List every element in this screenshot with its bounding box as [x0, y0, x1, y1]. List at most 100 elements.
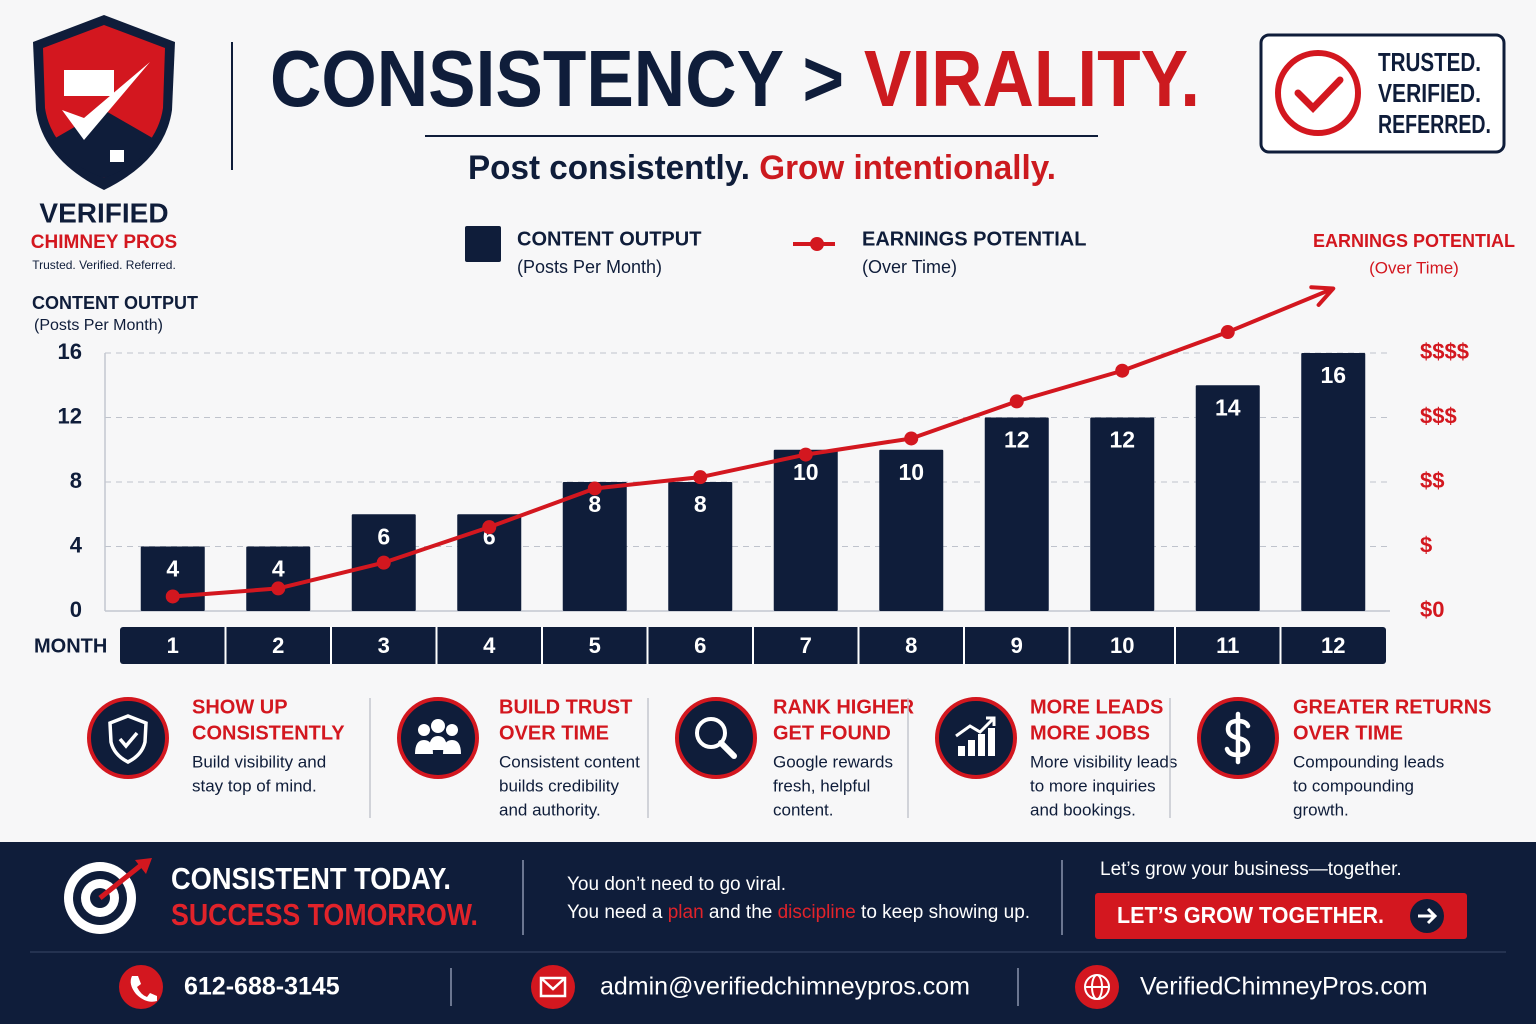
logo-tagline: Trusted. Verified. Referred.	[32, 258, 176, 272]
x-tick-label: 10	[1110, 633, 1134, 658]
bar	[984, 417, 1049, 611]
footer-message: You don’t need to go viral.	[567, 874, 786, 895]
chimney	[64, 70, 114, 96]
cta-background[interactable]	[1095, 893, 1467, 939]
line-marker	[482, 520, 497, 535]
feature-title: CONSISTENTLY	[192, 722, 345, 744]
bar	[879, 449, 944, 611]
feature-title: GET FOUND	[773, 722, 891, 744]
icon-head	[431, 719, 445, 733]
bar	[1090, 417, 1155, 611]
badge-frame	[1259, 33, 1506, 154]
feature-title: MORE LEADS	[1030, 696, 1163, 718]
line-arrowhead	[1309, 285, 1336, 307]
title-part: CONSISTENCY >	[270, 34, 864, 123]
feature-icon-circle	[935, 697, 1017, 779]
title: CONSISTENCY > VIRALITY.	[270, 34, 1200, 123]
phone-icon	[119, 965, 163, 1009]
logo-subname: CHIMNEY PROS	[31, 232, 177, 253]
email-icon	[531, 965, 575, 1009]
cta-intro: Let’s grow your business—together.	[1100, 859, 1402, 880]
line-marker	[693, 470, 708, 485]
line-marker	[904, 431, 919, 446]
logo: VERIFIED CHIMNEY PROS Trusted. Verified.…	[31, 15, 177, 272]
feature-text: Google rewards	[773, 752, 893, 771]
data-label: 12	[1109, 427, 1135, 453]
x-tick-label: 4	[483, 633, 496, 658]
arrow	[98, 864, 142, 900]
email[interactable]: admin@verifiedchimneypros.com	[600, 973, 970, 1001]
feature-text: Build visibility and	[192, 752, 326, 771]
y2-axis-title: EARNINGS POTENTIAL	[1313, 231, 1515, 251]
icon-bar	[958, 746, 965, 756]
subtitle-part: Grow intentionally.	[759, 149, 1056, 187]
line-marker	[1115, 363, 1130, 378]
y-axis-title: CONTENT OUTPUT	[32, 293, 198, 313]
badge: TRUSTED. VERIFIED. REFERRED.	[1259, 33, 1506, 154]
line-marker	[376, 555, 391, 570]
y2-tick-label: $$	[1420, 468, 1444, 493]
cta-arrow[interactable]	[1418, 907, 1438, 925]
feature-title: GREATER RETURNS	[1293, 696, 1492, 718]
message-part: to keep showing up.	[856, 902, 1030, 923]
y-tick-label: 0	[70, 597, 82, 622]
bar	[1195, 385, 1260, 611]
feature-title: SHOW UP	[192, 696, 288, 718]
line-marker	[798, 447, 813, 462]
feature-icon-circle	[87, 697, 169, 779]
x-tick-label: 8	[905, 633, 917, 658]
badge-line: REFERRED.	[1378, 109, 1491, 139]
bar	[246, 546, 311, 611]
footer-message: You need a plan and the discipline to ke…	[567, 902, 1030, 923]
icon-bar	[968, 740, 975, 756]
feature-icon	[108, 714, 148, 764]
data-label: 10	[793, 459, 819, 485]
icon-head	[446, 724, 458, 736]
icon-check	[118, 731, 139, 749]
y2-tick-label: $0	[1420, 597, 1444, 622]
line-marker	[1220, 325, 1235, 340]
message-part: plan	[668, 902, 704, 923]
message-part: You need a	[567, 902, 668, 923]
icon-handle	[718, 740, 737, 759]
icon-body	[429, 736, 447, 750]
feature-icon	[955, 716, 996, 756]
bar	[562, 482, 627, 611]
icon-shield	[108, 714, 148, 764]
icon-arrow	[955, 716, 996, 738]
data-label: 14	[1215, 394, 1241, 420]
x-tick-label: 2	[272, 633, 284, 658]
x-tick-label: 9	[1011, 633, 1023, 658]
icon-head	[418, 724, 430, 736]
subtitle: Post consistently. Grow intentionally.	[468, 149, 1056, 187]
feature-title: BUILD TRUST	[499, 696, 632, 718]
footer-headline: CONSISTENT TODAY.	[171, 861, 451, 896]
icon-body	[415, 740, 433, 754]
data-label: 4	[166, 556, 179, 582]
icon-body	[443, 740, 461, 754]
feature-icon	[1224, 711, 1251, 765]
website[interactable]: VerifiedChimneyPros.com	[1140, 973, 1428, 1001]
feature-text: Compounding leads	[1293, 752, 1444, 771]
line-marker	[1009, 394, 1024, 409]
bar	[457, 514, 522, 611]
feature-title: OVER TIME	[1293, 722, 1403, 744]
check	[62, 62, 150, 140]
icon-dollar	[1224, 711, 1251, 765]
cta-button[interactable]: LET’S GROW TOGETHER.	[1095, 893, 1467, 939]
y2-tick-label: $$$$	[1420, 339, 1469, 364]
feature-text: content.	[773, 800, 834, 819]
target-icon	[64, 858, 152, 934]
y-axis-subtitle: (Posts Per Month)	[34, 317, 163, 334]
badge-check	[1294, 76, 1344, 113]
cta-label[interactable]: LET’S GROW TOGETHER.	[1117, 902, 1384, 928]
legend-label: CONTENT OUTPUT	[517, 228, 701, 250]
data-label: 4	[272, 556, 285, 582]
y-tick-label: 4	[70, 532, 83, 557]
x-tick-label: 11	[1216, 633, 1239, 658]
phone[interactable]: 612-688-3145	[184, 973, 340, 1001]
y2-axis-subtitle: (Over Time)	[1369, 258, 1459, 277]
feature-text: stay top of mind.	[192, 776, 317, 795]
bar	[668, 482, 733, 611]
email-glyph	[539, 976, 567, 998]
